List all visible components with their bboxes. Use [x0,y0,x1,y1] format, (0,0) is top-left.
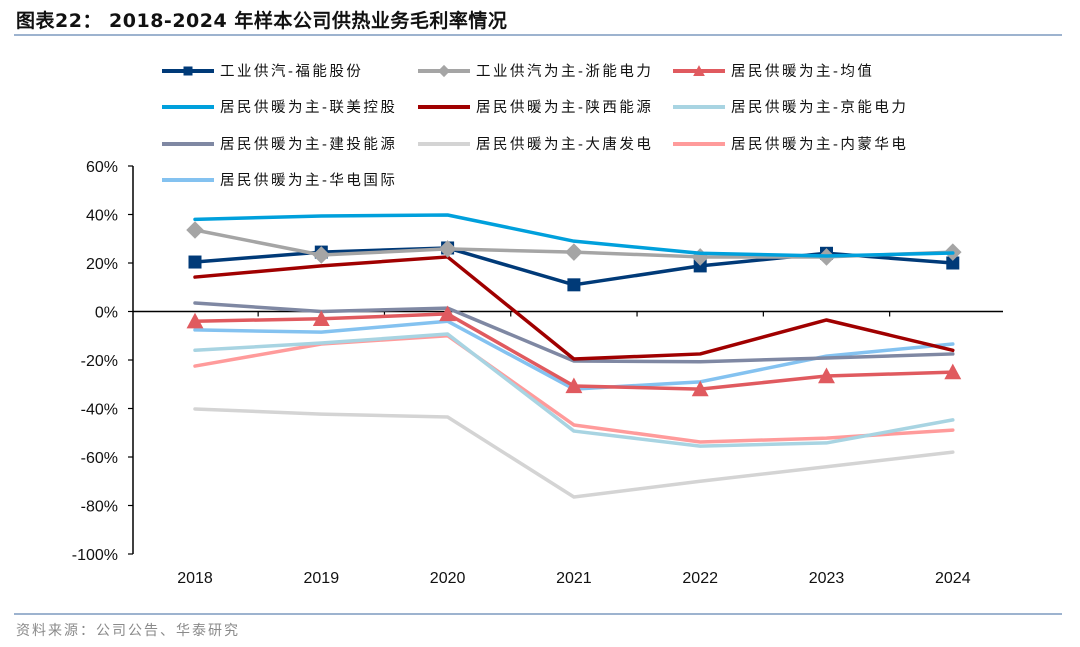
data-point-marker [439,305,457,322]
x-tick-label: 2021 [556,570,592,587]
y-tick-label: -80% [81,499,118,516]
data-point-marker [188,255,202,269]
legend-label: 居民供暖为主-均值 [731,63,874,80]
title-divider [14,34,1062,36]
legend-label: 居民供暖为主-建投能源 [220,136,397,153]
x-tick-label: 2024 [935,570,971,587]
y-tick-label: 60% [86,159,118,176]
data-point-marker [312,310,330,326]
legend-label: 工业供汽为主-浙能电力 [476,63,653,80]
legend-label: 居民供暖为主-大唐发电 [476,136,653,153]
series-居民供暖为主-均值 [186,305,962,397]
data-point-marker [818,367,835,384]
legend-label: 居民供暖为主-内蒙华电 [731,136,908,153]
series-line [193,332,955,448]
series-居民供暖为主-京能电力 [193,332,955,448]
y-tick-label: 40% [86,208,118,225]
data-point-marker [186,312,204,329]
x-tick-label: 2018 [177,570,213,587]
y-tick-label: 0% [95,305,118,322]
legend-label: 居民供暖为主-陕西能源 [476,99,653,116]
legend-item: 居民供暖为主-陕西能源 [418,99,653,116]
legend-label: 居民供暖为主-京能电力 [731,99,908,116]
figure-title: 图表22： 2018-2024 年样本公司供热业务毛利率情况 [16,10,508,32]
source-note: 资料来源：公司公告、华泰研究 [16,623,240,639]
data-point-marker [565,243,583,261]
legend-marker [693,65,705,76]
legend-item: 居民供暖为主-联美控股 [162,99,397,116]
legend-item: 居民供暖为主-内蒙华电 [673,136,908,153]
series-居民供暖为主-陕西能源 [193,255,955,361]
series-line [193,407,955,499]
x-tick-label: 2020 [430,570,466,587]
y-tick-label: -40% [81,402,118,419]
data-point-marker [312,246,331,264]
data-point-marker [946,256,960,270]
data-point-marker [565,377,583,394]
legend-item: 居民供暖为主-均值 [673,63,874,80]
series-居民供暖为主-联美控股 [193,213,955,258]
data-point-marker [944,363,962,380]
data-point-marker [567,278,581,292]
series-line [193,213,955,258]
series-group [186,213,962,499]
legend-item: 居民供暖为主-建投能源 [162,136,397,153]
footer-divider [14,613,1062,615]
legend-marker [437,64,451,78]
axes: 60% 40% 20% 0% -20% -40% -60% -80% -100% 2018 2019… [72,159,1003,587]
series-工业供汽为主-浙能电力 [186,221,962,266]
x-tick-label: 2022 [682,570,718,587]
legend-item: 居民供暖为主-京能电力 [673,99,908,116]
x-tick-label: 2019 [304,570,340,587]
y-tick-label: -60% [81,450,118,467]
series-line [193,255,955,361]
legend-item: 工业供汽-福能股份 [162,63,363,80]
data-point-marker [186,221,204,239]
data-point-marker [438,240,457,258]
legend-label: 工业供汽-福能股份 [220,63,363,80]
data-point-marker [693,259,707,273]
y-tick-label: -20% [81,353,118,370]
legend-item: 居民供暖为主-大唐发电 [418,136,653,153]
legend-item: 居民供暖为主-华电国际 [162,172,397,189]
y-tick-label: 20% [86,256,118,273]
x-tick-label: 2023 [809,570,845,587]
legend-item: 工业供汽为主-浙能电力 [418,63,653,80]
series-居民供暖为主-大唐发电 [193,407,955,499]
legend-label: 居民供暖为主-华电国际 [220,172,397,189]
legend: 工业供汽-福能股份 工业供汽为主-浙能电力 居民供暖为主-均值居民供暖为主-联美控股… [162,63,908,189]
y-tick-label: -100% [72,547,118,564]
legend-label: 居民供暖为主-联美控股 [220,99,397,116]
data-point-marker [691,380,709,397]
legend-marker [183,66,193,76]
